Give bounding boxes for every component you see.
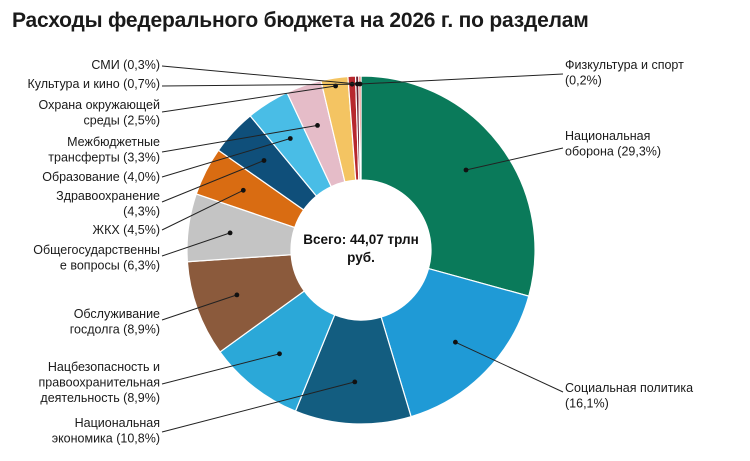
slice-label-line: е вопросы (6,3%): [60, 259, 160, 273]
center-total-line: руб.: [347, 250, 375, 265]
leader-dot-kultura-i-kino: [349, 81, 355, 87]
leader-dot-zhkh: [240, 187, 246, 193]
slice-label-line: Социальная политика: [565, 381, 693, 395]
leader-dot-obschegosudarstvennye-voprosy: [227, 230, 233, 236]
leader-line-zhkh: [161, 189, 244, 231]
slice-label-obrazovanie: Образование (4,0%): [42, 170, 160, 184]
leader-line-fizkultura-i-sport: [359, 73, 564, 85]
leader-line-sotsialnaya-politika: [455, 341, 564, 393]
leader-dot-obrazovanie: [287, 136, 293, 141]
leader-dot-natsbezopasnost-i-pravoohranitelnaya-deyatelnost: [277, 351, 282, 357]
leader-line-obschegosudarstvennye-voprosy: [161, 232, 231, 257]
leader-line-smi: [161, 65, 358, 85]
slice-label-line: Межбюджетные: [67, 135, 160, 149]
slice-label-natsionalnaya-ekonomika: Национальная экономика (10,8%): [52, 416, 160, 446]
leader-line-zdravoohranenie: [161, 160, 265, 203]
slice-label-line: деятельность (8,9%): [40, 391, 160, 405]
slice-label-mezhbyudzhetnye-transferty: Межбюджетные трансферты (3,3%): [48, 135, 160, 165]
slice-label-obsluzhivanie-gosdolga: Обслуживание госдолга (8,9%): [70, 307, 160, 337]
slice-label-line: Культура и кино (0,7%): [28, 77, 161, 91]
leader-line-natsionalnaya-ekonomika: [161, 381, 355, 433]
slice-label-ohrana-okruzhayuschey-sredy: Охрана окружающей среды (2,5%): [39, 98, 160, 128]
leader-line-ohrana-okruzhayuschey-sredy: [161, 85, 336, 113]
slice-label-line: Национальная: [565, 129, 650, 143]
slice-label-line: Физкультура и спорт: [565, 58, 684, 72]
leader-lines: [161, 65, 564, 433]
slice-natsionalnaya-oborona: [360, 75, 536, 297]
slice-label-line: (16,1%): [565, 397, 609, 411]
slice-label-line: трансферты (3,3%): [48, 151, 160, 165]
leader-line-kultura-i-kino: [161, 83, 353, 87]
slice-label-line: среды (2,5%): [84, 114, 160, 128]
leader-line-obsluzhivanie-gosdolga: [161, 294, 238, 321]
slice-label-kultura-i-kino: Культура и кино (0,7%): [28, 77, 161, 91]
center-total-label: Всего: 44,07 трлн руб.: [303, 232, 419, 265]
leader-line-mezhbyudzhetnye-transferty: [161, 124, 318, 153]
leader-dot-natsionalnaya-ekonomika: [352, 379, 358, 385]
slice-label-line: Национальная: [75, 416, 160, 430]
center-total-line: Всего: 44,07 трлн: [303, 232, 419, 247]
slice-fizkultura-i-sport: [358, 75, 362, 181]
slice-label-line: Здравоохранение: [56, 189, 160, 203]
slice-label-smi: СМИ (0,3%): [91, 58, 160, 72]
slice-label-line: Образование (4,0%): [42, 170, 160, 184]
slice-label-line: (0,2%): [565, 74, 602, 88]
slice-label-line: правоохранительная: [38, 376, 160, 390]
slice-label-line: Общегосударственны: [33, 243, 160, 257]
slice-labels: Национальная оборона (29,3%) Социальная по…: [28, 58, 694, 446]
slice-label-natsbezopasnost-i-pravoohranitelnaya-deyatelnost: Нацбезопасность и правоохранительная деяте…: [38, 360, 160, 405]
slice-label-line: СМИ (0,3%): [91, 58, 160, 72]
leader-line-obrazovanie: [161, 138, 291, 178]
leader-dot-obsluzhivanie-gosdolga: [234, 292, 240, 298]
slice-label-fizkultura-i-sport: Физкультура и спорт (0,2%): [565, 58, 684, 88]
slice-label-line: Охрана окружающей: [39, 98, 160, 112]
leader-line-natsionalnaya-oborona: [465, 147, 564, 171]
slice-label-line: госдолга (8,9%): [70, 323, 160, 337]
slice-label-sotsialnaya-politika: Социальная политика (16,1%): [565, 381, 693, 411]
leader-dot-fizkultura-i-sport: [357, 81, 363, 87]
leader-line-natsbezopasnost-i-pravoohranitelnaya-deyatelnost: [161, 353, 280, 385]
leader-dot-sotsialnaya-politika: [453, 339, 458, 345]
donut-slices: [186, 75, 536, 425]
chart-title: Расходы федерального бюджета на 2026 г. …: [12, 9, 589, 32]
slice-label-zdravoohranenie: Здравоохранение (4,3%): [56, 189, 160, 219]
slice-label-natsionalnaya-oborona: Национальная оборона (29,3%): [565, 129, 661, 159]
slice-label-zhkh: ЖКХ (4,5%): [93, 223, 160, 237]
slice-label-line: Обслуживание: [74, 307, 160, 321]
slice-label-obschegosudarstvennye-voprosy: Общегосударственны е вопросы (6,3%): [33, 243, 160, 273]
slice-label-line: (4,3%): [123, 205, 160, 219]
slice-label-line: Нацбезопасность и: [48, 360, 160, 374]
leader-dot-mezhbyudzhetnye-transferty: [315, 123, 320, 128]
leader-dot-zdravoohranenie: [261, 158, 267, 163]
slice-label-line: ЖКХ (4,5%): [93, 223, 160, 237]
slice-label-line: оборона (29,3%): [565, 145, 661, 159]
slice-label-line: экономика (10,8%): [52, 432, 160, 446]
leader-dot-natsionalnaya-oborona: [463, 167, 469, 173]
